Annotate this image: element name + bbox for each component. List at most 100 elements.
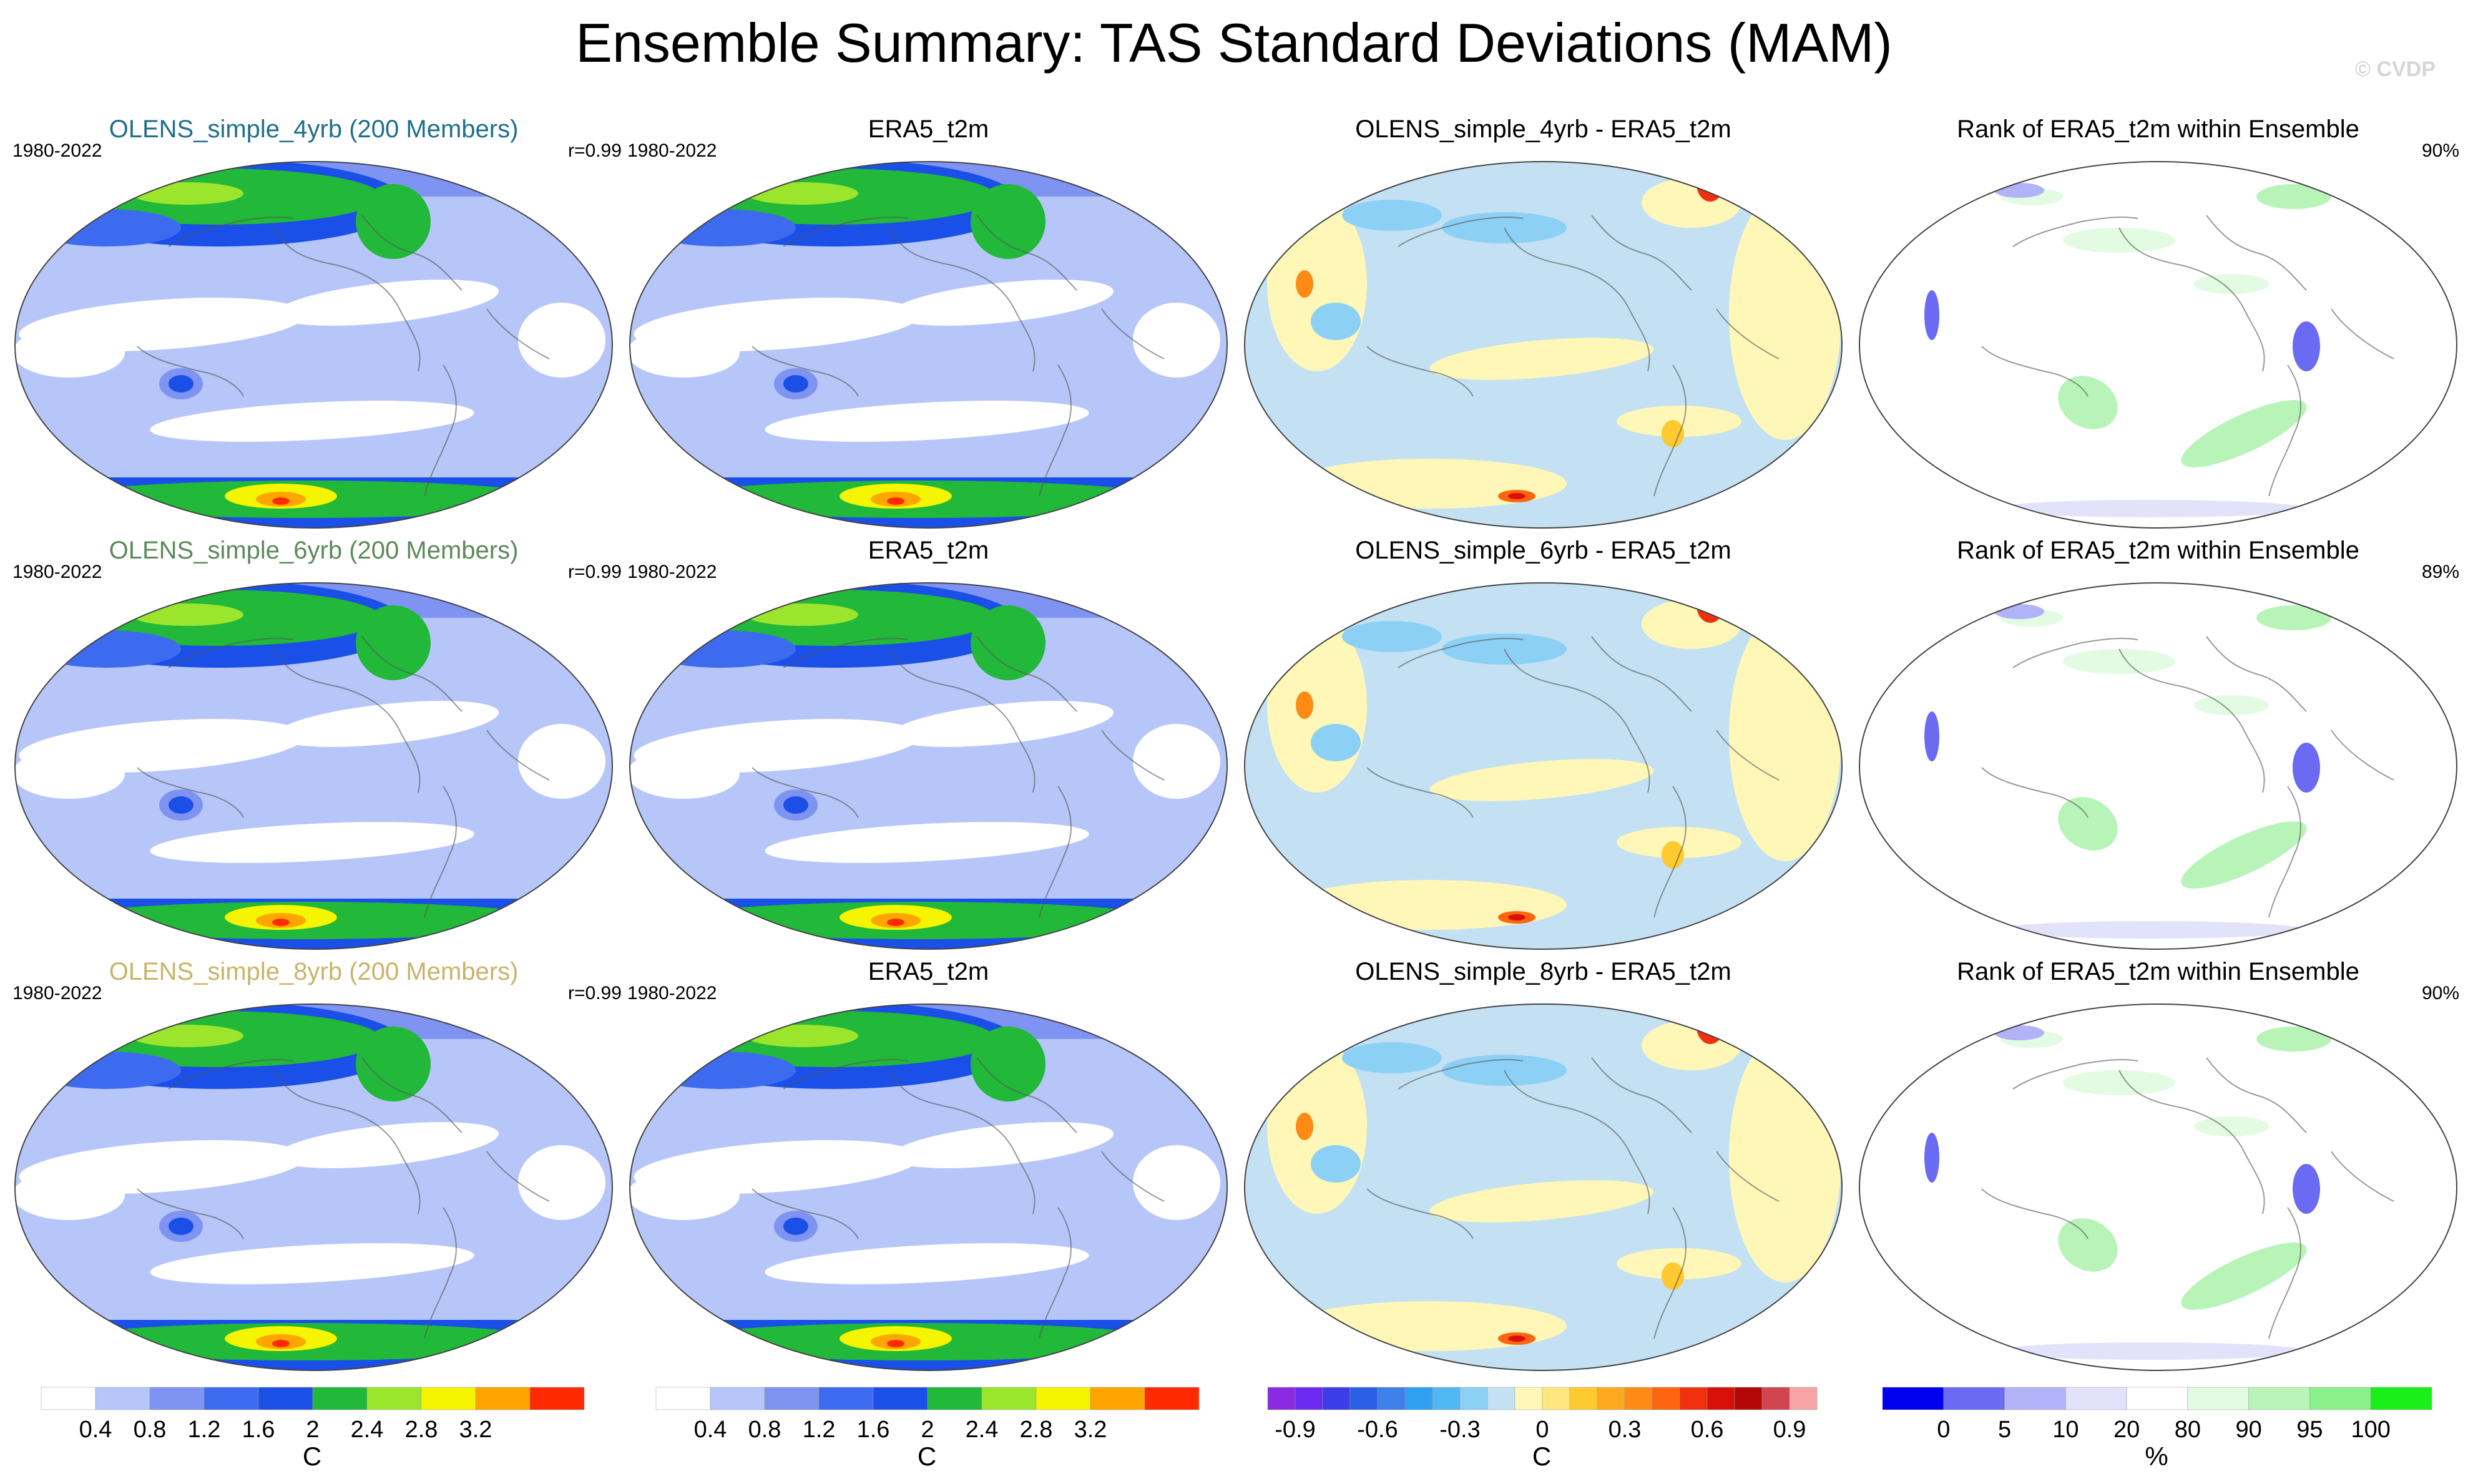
coastline bbox=[889, 648, 1036, 793]
colorbar-swatch bbox=[1652, 1387, 1680, 1410]
coastline bbox=[1101, 308, 1165, 359]
std-tropics-white-3 bbox=[630, 749, 740, 799]
std-antarctic-red bbox=[272, 1340, 290, 1347]
colorbar-tick-label: -0.6 bbox=[1357, 1417, 1398, 1443]
map-outline bbox=[1859, 1003, 2457, 1371]
coastline bbox=[1398, 637, 1524, 668]
coastline bbox=[2118, 227, 2265, 372]
coastline bbox=[2331, 308, 2394, 359]
coastline bbox=[168, 1058, 294, 1090]
coastline bbox=[2012, 1058, 2138, 1090]
colorbar-swatch bbox=[1487, 1387, 1516, 1410]
colorbar-tick-label: 10 bbox=[2052, 1417, 2079, 1443]
coastline bbox=[168, 637, 294, 668]
std-tropics-white-3 bbox=[15, 749, 125, 799]
std-aus-core bbox=[783, 1218, 808, 1235]
rank-lightblue-nh bbox=[1994, 183, 2044, 198]
obs-std-map bbox=[629, 582, 1228, 950]
std-nh-west-blue bbox=[31, 1052, 181, 1089]
std-colorbar-obs bbox=[655, 1387, 1200, 1410]
rank-lightgreen-1 bbox=[2063, 228, 2175, 253]
map-outline bbox=[14, 161, 613, 529]
panel-title: OLENS_simple_8yrb (200 Members) bbox=[109, 958, 519, 985]
std-tropics-white-3 bbox=[15, 1170, 125, 1220]
colorbar-swatch bbox=[1882, 1387, 1944, 1410]
coastline bbox=[2012, 637, 2138, 668]
period-label: 1980-2022 bbox=[627, 983, 717, 1003]
coastline bbox=[1366, 767, 1474, 818]
panel-title: OLENS_simple_8yrb - ERA5_t2m bbox=[1355, 958, 1731, 985]
std-tropics-white-4 bbox=[518, 303, 605, 378]
colorbar-swatch bbox=[1761, 1387, 1790, 1410]
map-outline bbox=[629, 161, 1228, 529]
std-antarctic-red bbox=[272, 497, 290, 505]
rank-green-1 bbox=[2058, 797, 2118, 851]
coastline bbox=[976, 1057, 1077, 1133]
ensemble-std-map bbox=[14, 1003, 613, 1371]
colorbar-tick-label: 1.2 bbox=[802, 1417, 836, 1443]
std-sh-white bbox=[765, 401, 1089, 442]
coastline bbox=[1398, 216, 1524, 247]
diff-orange-west bbox=[1296, 1113, 1313, 1140]
colorbar-swatch bbox=[1295, 1387, 1323, 1410]
rank-map bbox=[1859, 161, 2457, 529]
std-sh-white bbox=[150, 401, 474, 442]
std-antarctic-red bbox=[887, 919, 904, 926]
main-title: Ensemble Summary: TAS Standard Deviation… bbox=[575, 12, 1893, 74]
coastline bbox=[1366, 1188, 1474, 1239]
std-na-green bbox=[356, 605, 431, 680]
map-outline bbox=[1859, 161, 2457, 529]
coastline bbox=[1981, 346, 2088, 397]
std-tropics-white-3 bbox=[15, 328, 125, 378]
std-tropics-white-2 bbox=[889, 280, 1114, 326]
colorbar-tick-label: 90 bbox=[2235, 1417, 2262, 1443]
coastline bbox=[486, 730, 550, 781]
coastline bbox=[783, 1058, 909, 1090]
colorbar-tick-label: 1.2 bbox=[187, 1417, 221, 1443]
correlation-label: r=0.99 bbox=[568, 140, 622, 161]
coastline bbox=[889, 1070, 1036, 1214]
std-aus-core bbox=[169, 796, 193, 814]
difference-map bbox=[1244, 1003, 1843, 1371]
diff-yellow-3 bbox=[1429, 759, 1654, 801]
colorbar-swatch bbox=[1090, 1387, 1145, 1410]
map-outline bbox=[1244, 582, 1843, 950]
std-nh-yellowgreen bbox=[131, 1025, 243, 1047]
std-sh-white bbox=[765, 1243, 1089, 1284]
std-tropics-white-2 bbox=[275, 701, 499, 747]
coastline bbox=[1366, 346, 1474, 397]
diff-red-arctic bbox=[1697, 588, 1724, 623]
coastline bbox=[424, 1207, 457, 1339]
colorbar-tick-label: 0.9 bbox=[1773, 1417, 1806, 1443]
period-label: 1980-2022 bbox=[627, 562, 717, 582]
colorbar-swatch bbox=[1514, 1387, 1543, 1410]
colorbar-swatch bbox=[203, 1387, 259, 1410]
rank-blue-west bbox=[1924, 290, 1939, 340]
diff-red-antarctic bbox=[1508, 493, 1525, 499]
std-nh-west-blue bbox=[646, 630, 796, 668]
colorbar-tick-label: 5 bbox=[1997, 1417, 2012, 1443]
map-outline bbox=[1244, 1003, 1843, 1371]
colorbar-tick-label: 2.4 bbox=[965, 1417, 999, 1443]
coastline bbox=[2206, 1057, 2307, 1133]
diff-red-antarctic bbox=[1508, 1335, 1525, 1342]
period-label: 1980-2022 bbox=[12, 983, 102, 1003]
map-outline bbox=[1859, 582, 2457, 950]
std-nh-west-blue bbox=[31, 209, 181, 247]
colorbar-swatch bbox=[475, 1387, 531, 1410]
diff-blue-1 bbox=[1342, 1042, 1442, 1073]
rank-background-fill bbox=[1859, 583, 2457, 949]
std-nh-yellowgreen bbox=[131, 603, 243, 626]
rank-blue-sa bbox=[2293, 1164, 2320, 1214]
std-tropics-white-2 bbox=[275, 280, 499, 326]
correlation-label: r=0.99 bbox=[568, 562, 622, 582]
colorbar-swatch bbox=[1542, 1387, 1570, 1410]
colorbar-swatch bbox=[312, 1387, 368, 1410]
std-na-green bbox=[971, 605, 1045, 680]
std-tropics-white-3 bbox=[630, 328, 740, 378]
colorbar-tick-label: 3.2 bbox=[1074, 1417, 1107, 1443]
coastline bbox=[2012, 216, 2138, 247]
std-nh-yellowgreen bbox=[746, 1025, 858, 1047]
colorbar-swatch bbox=[258, 1387, 313, 1410]
colorbar-swatch bbox=[2126, 1387, 2188, 1410]
